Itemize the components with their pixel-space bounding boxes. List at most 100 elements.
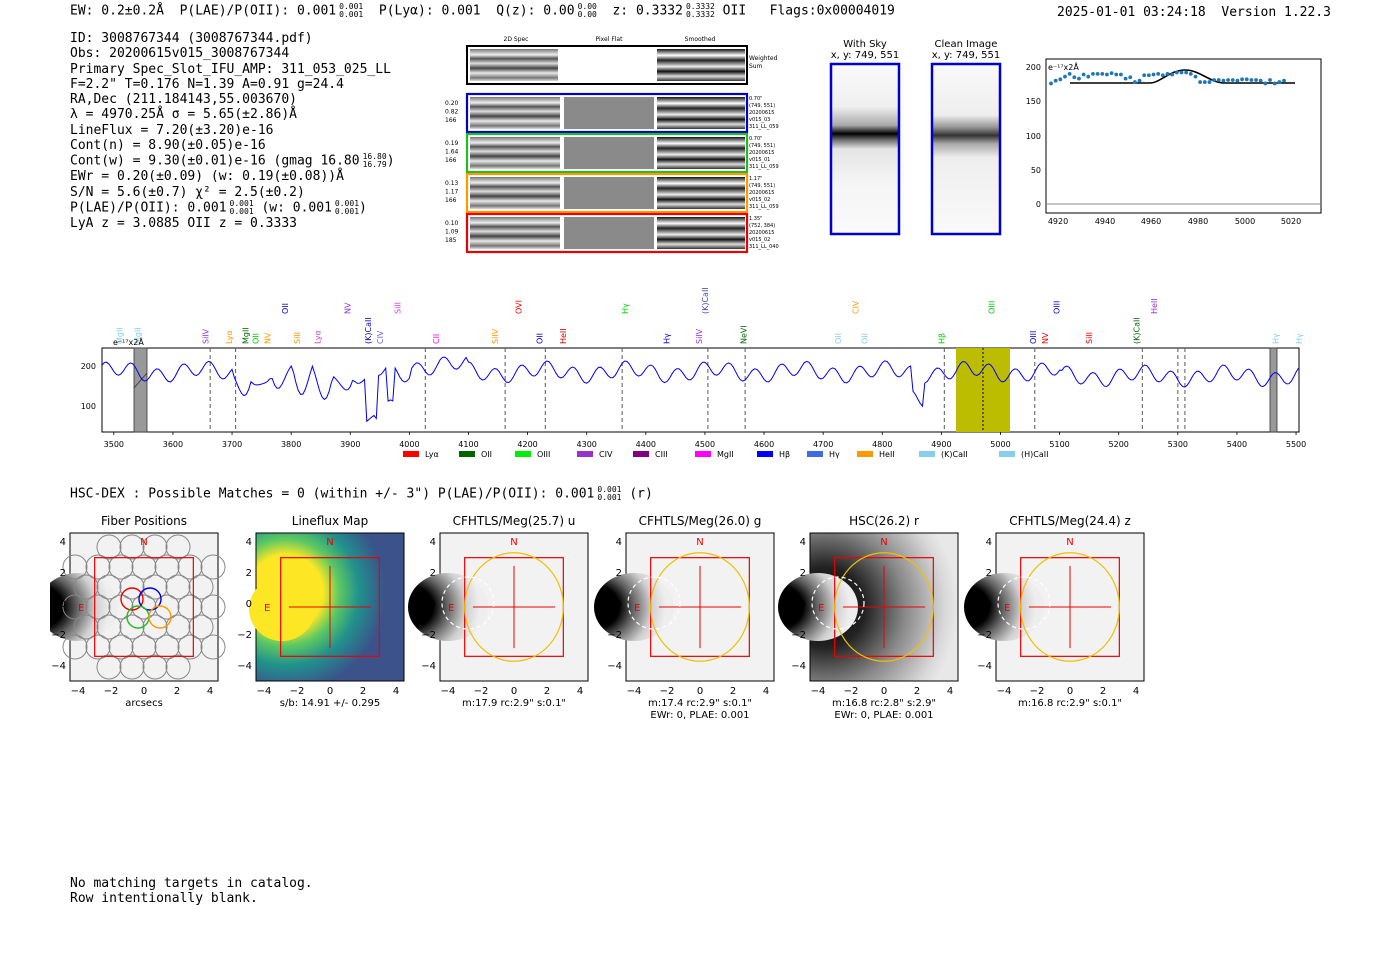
header-qz-sup: 0.00 xyxy=(577,2,597,11)
fiber-circle xyxy=(188,574,214,600)
line-label: HeII xyxy=(1150,298,1159,314)
spectrum-xtick-label: 3800 xyxy=(281,440,301,449)
header-plae-sup: 0.001 xyxy=(339,2,364,11)
legend-label: Hβ xyxy=(779,450,790,459)
line-label: CII xyxy=(432,334,441,344)
line-label: NV xyxy=(343,302,352,314)
zoom-point xyxy=(1156,71,1161,76)
aperture-box xyxy=(94,557,194,657)
cutout-row-meta: v015_02 xyxy=(749,197,770,203)
match-ellipse xyxy=(1020,552,1120,662)
line-markers xyxy=(209,348,1186,432)
legend-swatch xyxy=(999,451,1015,457)
legend-label: MgII xyxy=(717,450,734,459)
imaging-xtick: −2 xyxy=(660,686,675,697)
zoom-xtick-4980: 4980 xyxy=(1188,217,1208,226)
zoom-point xyxy=(1105,72,1109,77)
imaging-ytick: −4 xyxy=(51,661,66,672)
header-z-line: OII xyxy=(722,3,747,19)
hsc-match-line: HSC-DEX : Possible Matches = 0 (within +… xyxy=(70,485,653,502)
fiber-circle xyxy=(142,654,168,680)
spectrum-xtick-label: 3900 xyxy=(340,440,360,449)
imaging-xtick: 0 xyxy=(1067,686,1073,697)
fiber-highlight xyxy=(148,605,172,629)
header-right: 2025-01-01 03:24:18 Version 1.22.3 xyxy=(1057,5,1331,20)
galaxy-blob xyxy=(594,573,674,641)
imaging-ytick: −4 xyxy=(237,661,252,672)
imaging-caption: arcsecs xyxy=(125,698,163,709)
fiber-highlight xyxy=(138,587,162,611)
zoom-point xyxy=(1254,78,1258,82)
line-label: NeVI xyxy=(739,325,748,344)
legend-label: Hγ xyxy=(829,450,840,459)
legend-swatch xyxy=(577,451,593,457)
cutout-row-stat: 166 xyxy=(445,157,457,164)
imaging-ytick: 2 xyxy=(246,568,252,579)
zoom-point xyxy=(1142,73,1147,78)
zoom-ytick-200: 200 xyxy=(1026,63,1041,72)
zoom-point xyxy=(1240,77,1244,82)
imaging-ytick: 2 xyxy=(616,568,622,579)
hsc-sup: 0.001 xyxy=(597,485,622,494)
footer-line-1: No matching targets in catalog. xyxy=(70,876,313,891)
fiber-circle xyxy=(119,534,145,560)
line-label: NV xyxy=(263,332,272,344)
cutout-smoothed xyxy=(657,97,745,129)
cutout-row-meta: 20200615 xyxy=(749,190,774,196)
imaging-caption: s/b: 14.91 +/- 0.295 xyxy=(280,698,380,709)
line-label: OII xyxy=(281,303,290,314)
north-marker: N xyxy=(880,537,887,548)
with-sky-image xyxy=(829,62,901,236)
col-header-pixelflat: Pixel Flat xyxy=(596,36,624,43)
imaging-group: Fiber Positions N E 4 2 0 −2 −4 −4 −2 0 2 4 arcsecs Li… xyxy=(50,514,1145,721)
zoom-point xyxy=(1091,71,1095,76)
zoom-point xyxy=(1244,77,1249,82)
zoom-point xyxy=(1086,74,1091,79)
line-label: MgII xyxy=(242,327,251,344)
hsc-sub: 0.001 xyxy=(597,493,622,502)
zoom-xtick-4940: 4940 xyxy=(1095,217,1115,226)
zoom-point xyxy=(1063,74,1067,79)
zoom-point xyxy=(1282,78,1286,83)
fiber-circle xyxy=(142,534,168,560)
fiber-circle xyxy=(142,574,168,600)
imaging-ytick: 0 xyxy=(986,599,992,610)
info-lambda: λ = 4970.25Å σ = 5.65(±2.86)Å xyxy=(70,107,297,123)
fiber-highlight xyxy=(120,587,144,611)
legend-label: CIII xyxy=(655,450,668,459)
spectrum-xtick-label: 3700 xyxy=(222,440,242,449)
cutout-row-stat: 0.20 xyxy=(445,100,459,107)
spectrum-xtick-label: 4600 xyxy=(754,440,774,449)
cutout-row-stat: 1.64 xyxy=(445,149,459,156)
match-ellipse xyxy=(834,552,934,662)
header-flags: Flags:0x00004019 xyxy=(769,3,895,19)
fiber-circle xyxy=(154,634,180,660)
imaging-xtick: −4 xyxy=(811,686,826,697)
fiber-circle xyxy=(177,594,203,620)
galaxy-blob xyxy=(964,573,1044,641)
imaging-ytick: −2 xyxy=(237,630,252,641)
imaging-xtick: 0 xyxy=(697,686,703,697)
line-label: (K)CaII xyxy=(1132,317,1141,344)
masked-region-1 xyxy=(133,347,148,433)
cutout-row-meta: (752, 384) xyxy=(749,223,775,229)
col-header-2dspec: 2D Spec xyxy=(504,36,529,43)
zoom-point xyxy=(1277,80,1282,84)
imaging-xtick: −4 xyxy=(71,686,86,697)
spectrum-xtick-label: 4700 xyxy=(813,440,833,449)
line-label: MgII xyxy=(116,327,125,344)
imaging-ytick: −4 xyxy=(607,661,622,672)
fiber-circle xyxy=(73,574,99,600)
zoom-point xyxy=(1114,72,1119,77)
cutout-pixelflat xyxy=(564,137,654,169)
fiber-circle xyxy=(73,614,99,640)
imaging-xtick: 4 xyxy=(207,686,213,697)
imaging-ytick: 4 xyxy=(60,537,66,548)
cutout-row-meta: 1.17" xyxy=(749,176,762,182)
header-z: z: 0.3332 xyxy=(612,3,683,19)
imaging-xtick: 4 xyxy=(393,686,399,697)
zoom-point xyxy=(1095,71,1100,76)
line-label: NV xyxy=(1041,332,1050,344)
info-obs: Obs: 20200615v015_3008767344 xyxy=(70,46,290,62)
